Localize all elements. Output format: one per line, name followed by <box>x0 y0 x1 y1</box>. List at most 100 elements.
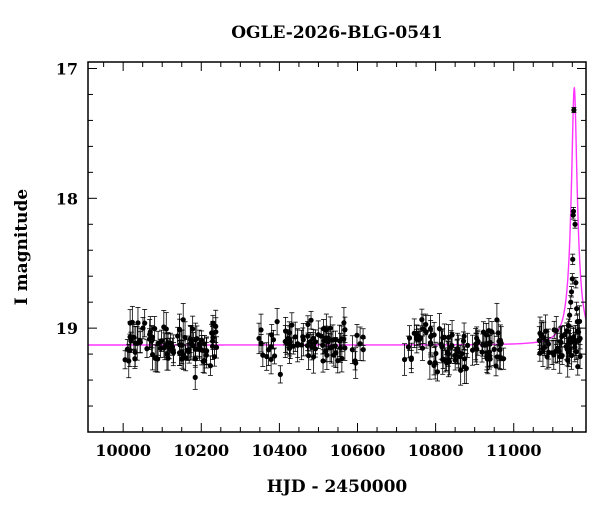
data-point <box>333 337 339 368</box>
data-point <box>284 332 290 355</box>
data-point <box>349 335 355 365</box>
data-point <box>405 335 412 359</box>
y-tick-label: 17 <box>56 59 78 78</box>
data-point-peak <box>572 219 578 229</box>
data-point <box>337 324 343 358</box>
x-tick-label: 10400 <box>252 441 308 460</box>
data-point <box>570 327 577 357</box>
data-point <box>431 355 437 376</box>
data-point-peak <box>565 318 572 333</box>
data-point <box>357 326 363 361</box>
data-point <box>575 357 581 376</box>
data-point <box>431 321 437 348</box>
data-point <box>320 349 326 373</box>
x-tick-label: 11000 <box>486 441 542 460</box>
data-point <box>551 320 557 339</box>
data-point-peak <box>570 253 576 265</box>
data-point <box>277 365 283 384</box>
data-point <box>180 303 186 337</box>
data-point <box>537 316 543 350</box>
data-point <box>436 313 443 345</box>
data-point <box>463 352 469 384</box>
y-axis-label: I magnitude <box>12 189 32 306</box>
data-point <box>457 344 463 369</box>
x-tick-label: 10800 <box>408 441 464 460</box>
data-point <box>354 324 360 347</box>
data-point <box>154 344 160 373</box>
data-point <box>271 347 278 365</box>
data-point <box>300 322 306 357</box>
data-point <box>401 343 408 376</box>
data-point <box>315 320 321 349</box>
data-point-peak <box>570 207 577 216</box>
data-point <box>417 325 423 351</box>
data-point <box>573 343 579 360</box>
data-point <box>541 339 547 356</box>
x-tick-label: 10600 <box>330 441 386 460</box>
data-point-peak <box>574 301 580 316</box>
data-point <box>274 308 280 336</box>
data-point <box>166 337 173 360</box>
data-point <box>496 333 502 350</box>
y-tick-label: 19 <box>56 319 78 338</box>
data-point <box>341 329 347 349</box>
data-point <box>161 310 167 344</box>
data-point <box>290 337 296 355</box>
data-point-peak <box>573 277 579 289</box>
data-point <box>196 338 203 361</box>
data-point <box>144 339 150 358</box>
data-point <box>480 333 486 357</box>
data-point <box>124 339 130 360</box>
data-point <box>353 347 359 379</box>
data-point <box>170 334 176 367</box>
data-point <box>452 350 458 371</box>
data-point <box>423 315 429 349</box>
data-point <box>129 305 135 339</box>
data-point <box>264 342 270 371</box>
plot-frame <box>87 61 587 433</box>
data-point <box>258 313 264 347</box>
data-point <box>185 339 191 361</box>
x-tick-label: 10000 <box>95 441 151 460</box>
data-point <box>213 336 220 359</box>
data-point <box>149 338 156 371</box>
data-point <box>475 331 481 352</box>
data-point <box>210 320 216 347</box>
data-point <box>428 320 434 354</box>
data-point <box>132 325 138 361</box>
data-point-peak <box>568 295 574 310</box>
data-point <box>149 325 155 349</box>
data-point <box>337 332 344 363</box>
data-point <box>434 362 441 382</box>
data-point <box>137 327 143 353</box>
data-point <box>549 340 555 365</box>
data-point <box>179 349 185 369</box>
data-point <box>484 350 490 368</box>
model-curve <box>88 86 587 346</box>
x-axis-label: HJD - 2450000 <box>267 477 408 497</box>
data-point <box>408 349 414 370</box>
data-point <box>323 325 329 352</box>
data-point <box>501 347 507 370</box>
data-point <box>142 309 148 338</box>
data-point-peak <box>566 308 573 323</box>
data-point <box>176 318 183 342</box>
data-point <box>190 315 196 343</box>
data-point <box>489 321 495 344</box>
data-point <box>190 332 197 360</box>
data-point <box>158 329 165 352</box>
data-point <box>299 329 305 361</box>
data-point <box>304 335 311 356</box>
data-point <box>479 341 485 363</box>
data-point <box>201 347 208 374</box>
data-point-peak <box>571 107 577 114</box>
data-point <box>309 334 315 361</box>
data-point <box>192 364 198 390</box>
x-tick-label: 10200 <box>173 441 229 460</box>
y-tick-label: 18 <box>56 189 78 208</box>
chart-title: OGLE-2026-BLG-0541 <box>231 23 443 43</box>
data-point <box>469 334 476 366</box>
data-point <box>414 324 420 354</box>
data-point <box>427 345 433 380</box>
